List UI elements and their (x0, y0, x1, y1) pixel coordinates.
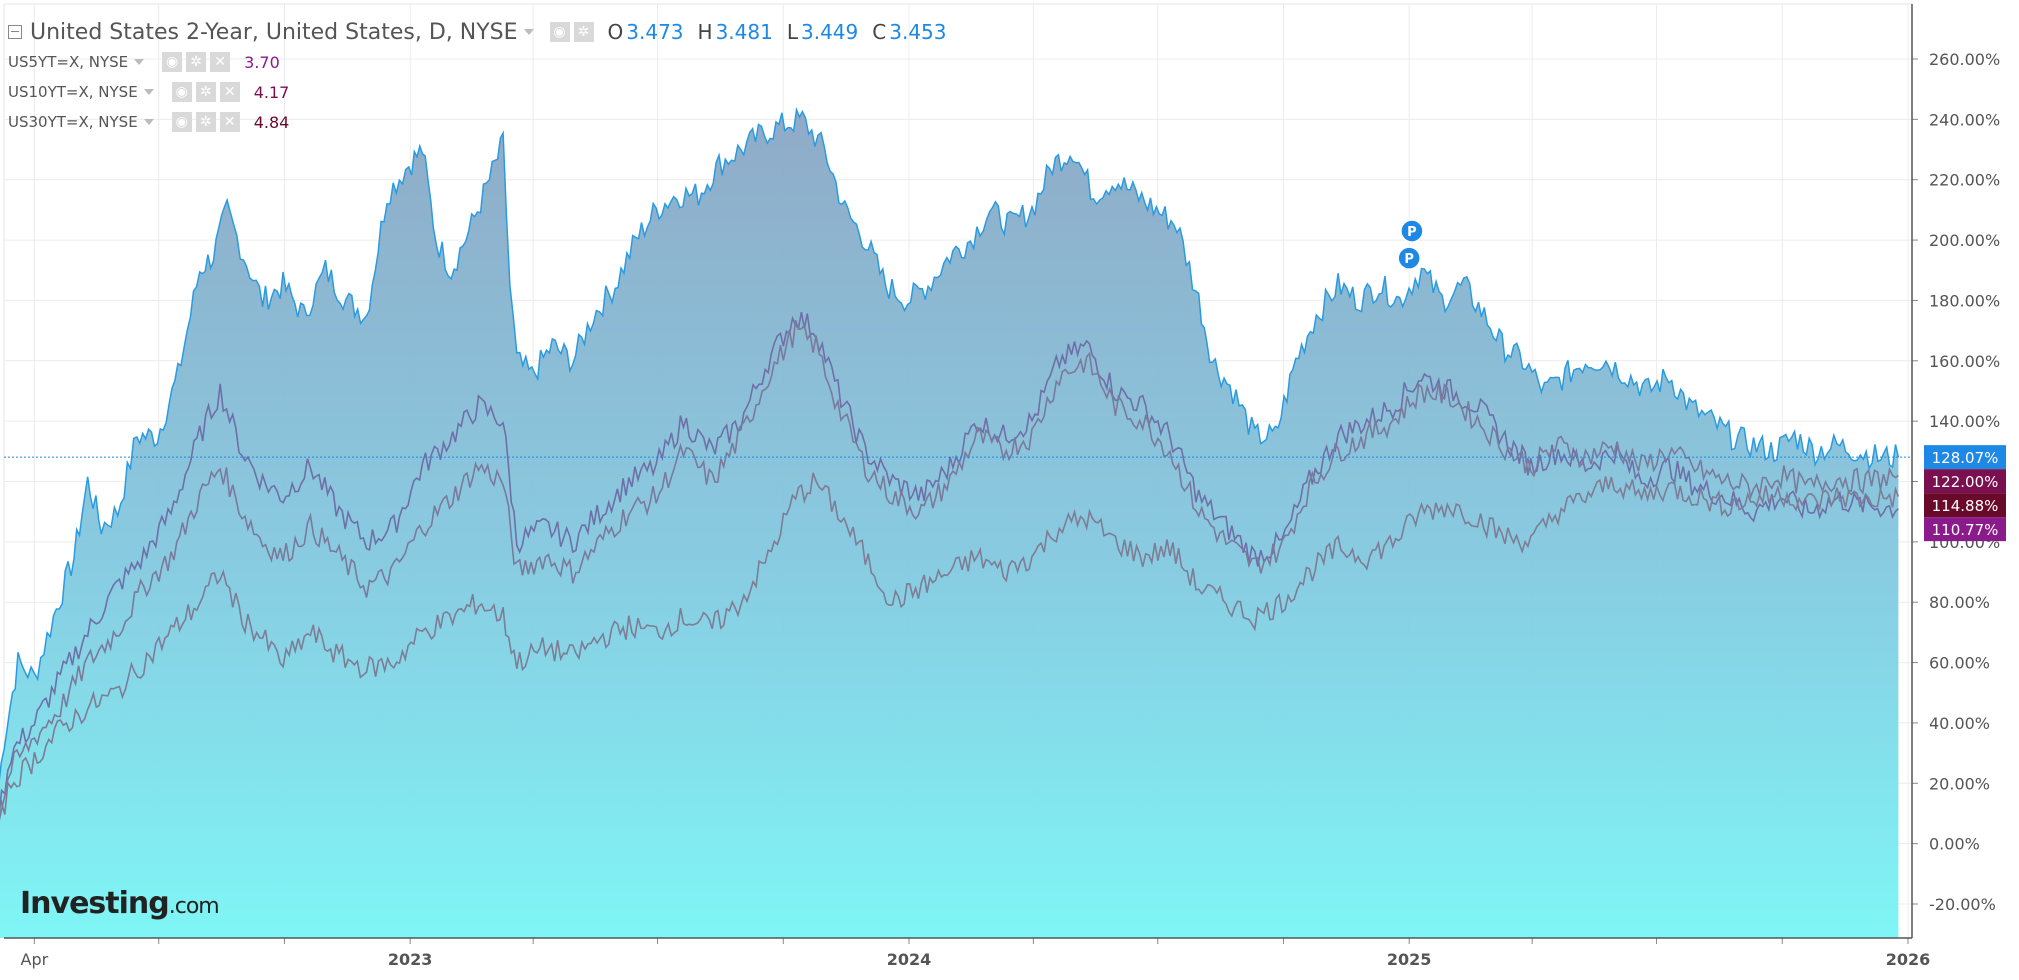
legend-row-label: US5YT=X, NYSE (8, 53, 129, 71)
y-tick-label: 260.00% (1929, 50, 2000, 69)
chart-title: United States 2-Year, United States, D, … (30, 19, 518, 45)
y-tick-label: 40.00% (1929, 714, 1990, 733)
area-fill-2y (0, 109, 1899, 938)
ohlc-high-key: H (697, 20, 713, 44)
x-tick-label: 2025 (1387, 950, 1432, 969)
series-line-3[interactable] (0, 472, 1900, 844)
eye-icon[interactable]: ◉ (171, 82, 192, 102)
series-line-1[interactable] (0, 311, 1899, 844)
event-marker-circle[interactable] (1397, 246, 1421, 270)
close-icon[interactable]: ✕ (210, 52, 231, 72)
event-marker[interactable]: P (1400, 219, 1424, 243)
gear-icon[interactable]: ✲ (573, 22, 594, 42)
legend-row-value: 4.84 (253, 112, 290, 132)
event-marker-label: P (1404, 252, 1414, 267)
y-tick-label: 80.00% (1929, 593, 1990, 612)
current-value-tag: 110.77% (1924, 517, 2006, 542)
y-tick-label: 0.00% (1929, 835, 1980, 854)
line-layer (0, 106, 1912, 844)
area-layer (0, 109, 1899, 938)
ohlc-open-key: O (607, 20, 624, 44)
collapse-legend-icon[interactable] (8, 25, 22, 39)
gear-icon[interactable]: ✲ (195, 82, 216, 102)
chevron-down-icon[interactable] (143, 119, 154, 125)
y-tick-label: 180.00% (1929, 291, 2000, 310)
current-value-tag-bg (1924, 445, 2006, 470)
close-icon[interactable]: ✕ (219, 112, 240, 132)
ohlc-low-key: L (786, 20, 798, 44)
current-value-tag: 122.00% (1924, 469, 2006, 494)
series-line-2[interactable] (0, 320, 1899, 843)
ohlc-close-key: C (872, 20, 887, 44)
y-tick-label: 60.00% (1929, 654, 1990, 673)
investing-logo: Investing.com (20, 886, 220, 921)
eye-icon[interactable]: ◉ (171, 112, 192, 132)
ohlc-high-value: 3.481 (715, 20, 773, 44)
marker-layer[interactable]: PP (1397, 219, 1424, 270)
current-value-tag: 128.07% (1924, 445, 2006, 470)
x-tick-label: 2024 (887, 950, 932, 969)
x-tick-label: 2023 (388, 950, 433, 969)
y-tick-label: -20.00% (1929, 895, 1996, 914)
current-value-tag-text: 128.07% (1932, 449, 1999, 467)
ohlc-low-value: 3.449 (801, 20, 859, 44)
gear-icon[interactable]: ✲ (186, 52, 207, 72)
legend-row-us10y: US10YT=X, NYSE ◉ ✲ ✕ 4.17 (8, 80, 289, 104)
close-icon[interactable]: ✕ (219, 82, 240, 102)
axis-layer: 260.00% 240.00% 220.00% 200.00% 180.00% 160.0… (4, 4, 2000, 969)
current-value-tag-bg (1924, 493, 2006, 518)
current-value-tag-text: 110.77% (1932, 521, 1999, 539)
series-line-2y[interactable] (0, 106, 1900, 844)
legend-row-value: 3.70 (244, 52, 280, 72)
legend-row-value: 4.17 (253, 82, 290, 102)
main-series-header: United States 2-Year, United States, D, … (8, 14, 947, 50)
eye-icon[interactable]: ◉ (549, 22, 570, 42)
current-value-tag-bg (1924, 517, 2006, 542)
event-marker[interactable]: P (1397, 246, 1421, 270)
label-layer: 128.07% 122.00% 114.88% 110.77% (1924, 445, 2006, 542)
event-marker-label: P (1407, 225, 1417, 240)
eye-icon[interactable]: ◉ (162, 52, 183, 72)
y-tick-label: 220.00% (1929, 171, 2000, 190)
y-tick-label: 20.00% (1929, 774, 1990, 793)
y-tick-label: 160.00% (1929, 352, 2000, 371)
chevron-down-icon[interactable] (523, 29, 534, 35)
logo-suffix: .com (168, 894, 220, 919)
x-tick-label: 2026 (1886, 950, 1931, 969)
current-value-tag-text: 114.88% (1932, 497, 1999, 515)
logo-brand: Investing (20, 886, 170, 921)
current-value-tag: 114.88% (1924, 493, 2006, 518)
gear-icon[interactable]: ✲ (195, 112, 216, 132)
current-value-tag-text: 122.00% (1932, 473, 1999, 491)
legend-row-us30y: US30YT=X, NYSE ◉ ✲ ✕ 4.84 (8, 110, 289, 134)
y-tick-label: 140.00% (1929, 412, 2000, 431)
legend-row-label: US30YT=X, NYSE (8, 113, 138, 131)
chevron-down-icon[interactable] (143, 89, 154, 95)
chevron-down-icon[interactable] (134, 59, 145, 65)
ohlc-close-value: 3.453 (889, 20, 947, 44)
y-tick-label: 240.00% (1929, 110, 2000, 129)
y-tick-label: 200.00% (1929, 231, 2000, 250)
ohlc-open-value: 3.473 (626, 20, 684, 44)
current-value-tag-bg (1924, 469, 2006, 494)
x-tick-label: Apr (21, 950, 49, 969)
event-marker-circle[interactable] (1400, 219, 1424, 243)
legend-row-us5y: US5YT=X, NYSE ◉ ✲ ✕ 3.70 (8, 50, 280, 74)
legend-row-label: US10YT=X, NYSE (8, 83, 138, 101)
